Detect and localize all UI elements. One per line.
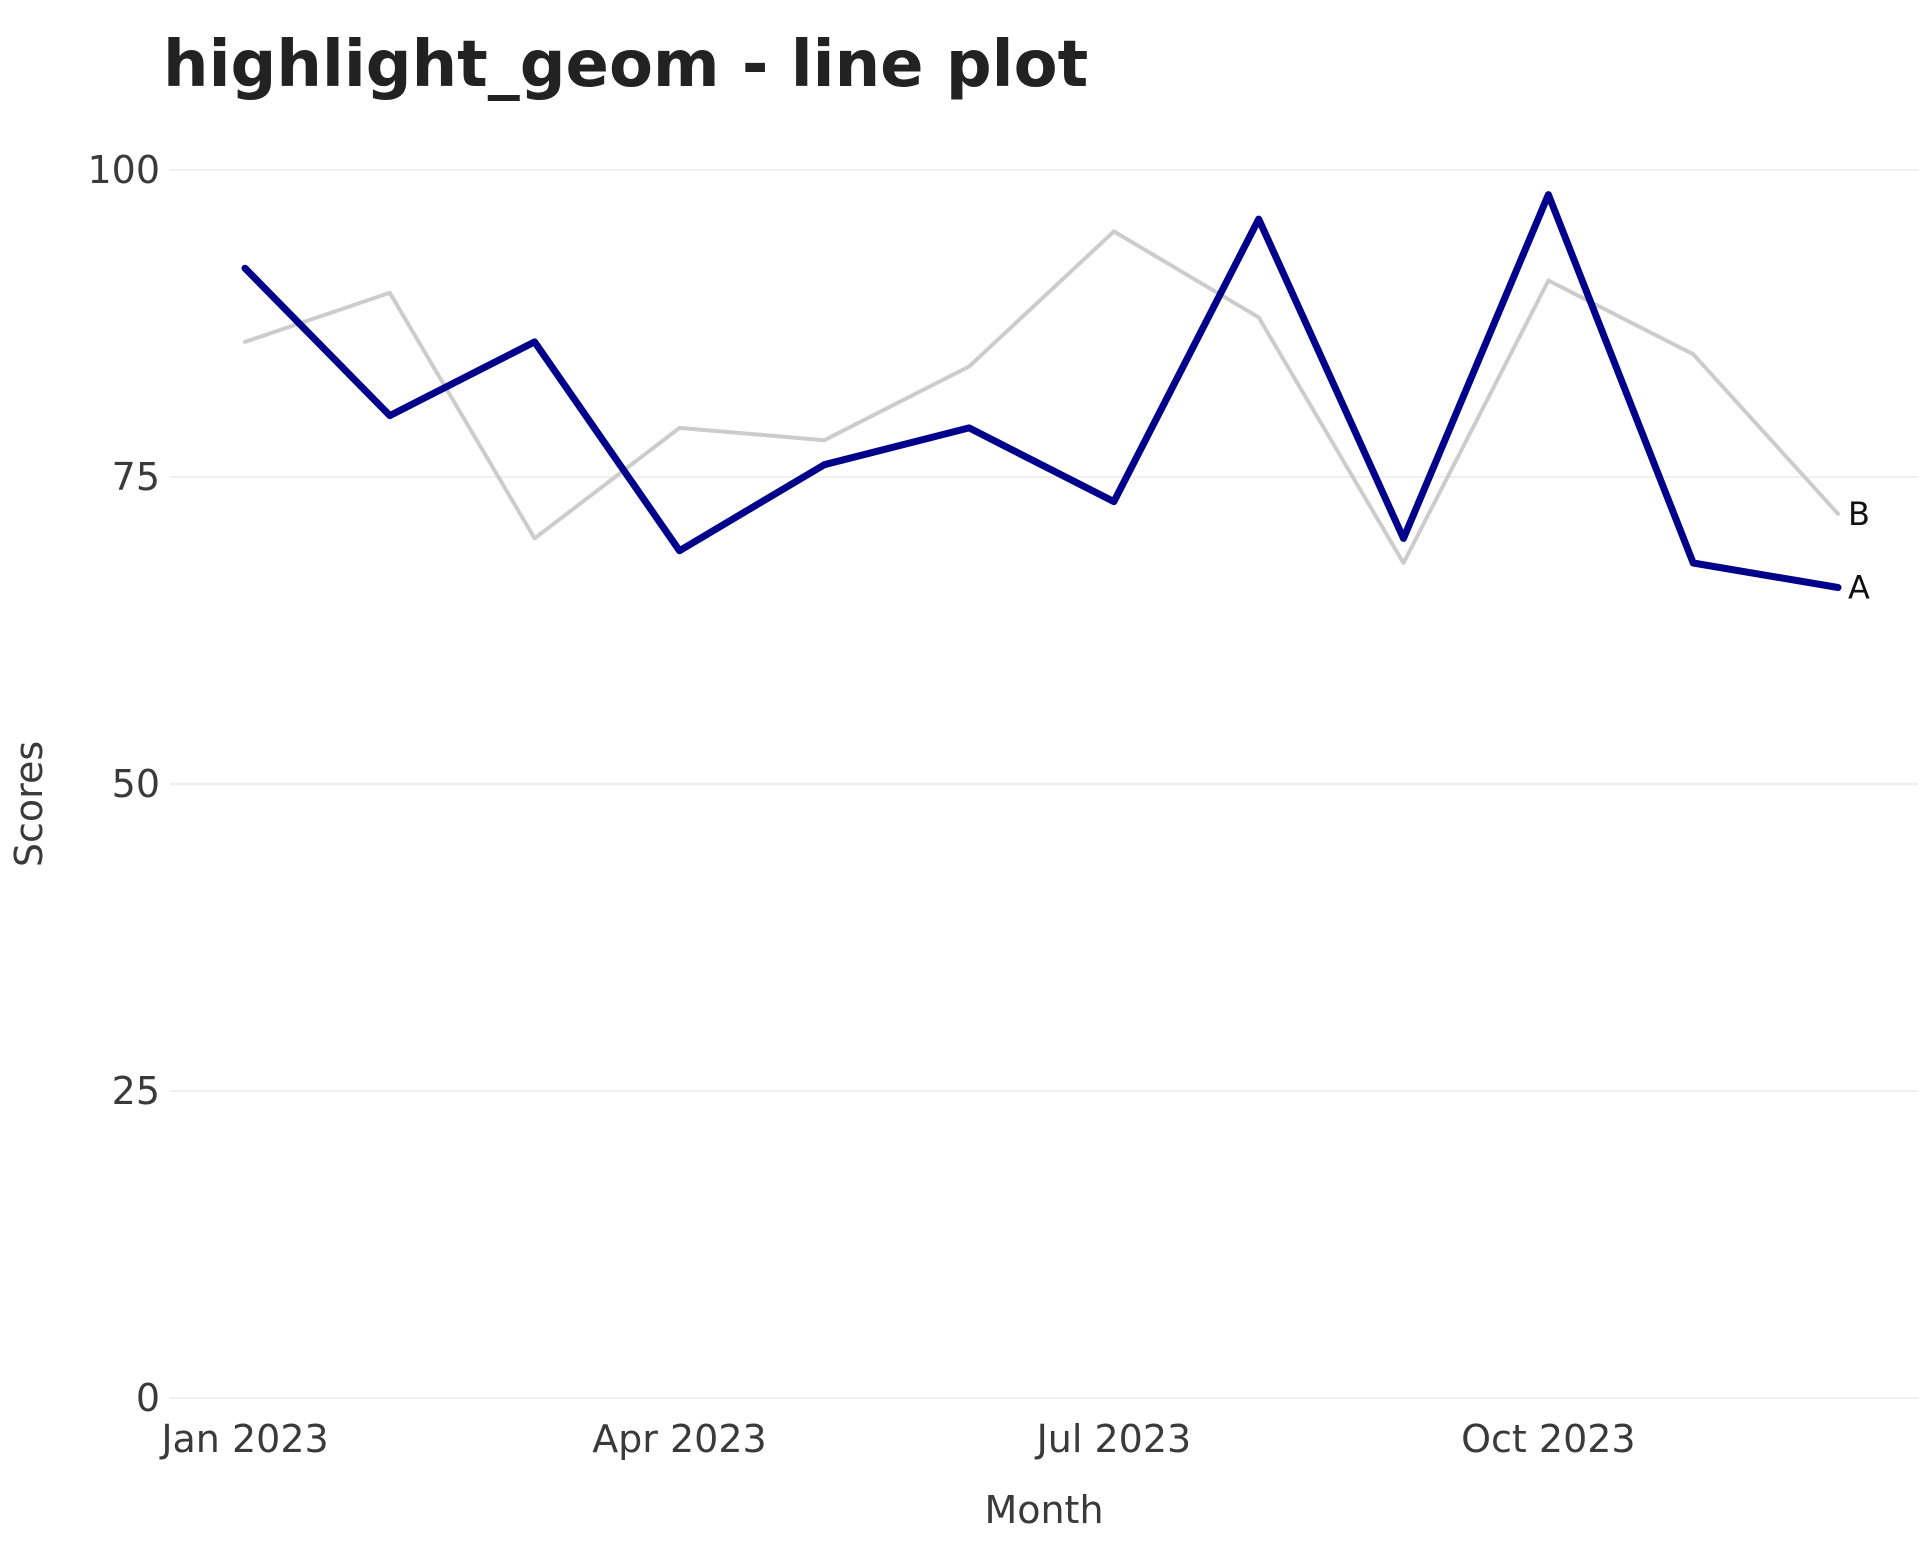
y-tick-label: 25 [112,1069,160,1113]
x-axis-title: Month [984,1488,1103,1532]
series-line-A [241,191,1842,591]
chart-title: highlight_geom - line plot [163,28,1089,102]
x-tick-label: Jan 2023 [159,1417,328,1461]
y-tick-labels: 0 25 50 75 100 [87,148,160,1420]
y-tick-label: 100 [87,148,160,192]
y-axis-title: Scores [7,741,51,867]
end-labels: BA [1848,495,1870,607]
y-tick-label: 75 [112,455,160,499]
y-tick-label: 0 [136,1376,160,1420]
series-end-label-A: A [1848,569,1870,607]
grid-lines [170,169,1918,1399]
x-tick-label: Apr 2023 [592,1417,767,1461]
series-line-B [243,229,1840,565]
series-lines [241,191,1842,591]
y-tick-label: 50 [112,762,160,806]
x-tick-label: Jul 2023 [1035,1417,1192,1461]
x-tick-label: Oct 2023 [1461,1417,1636,1461]
x-tick-labels: Jan 2023 Apr 2023 Jul 2023 Oct 2023 [159,1417,1635,1461]
series-end-label-B: B [1848,495,1870,533]
